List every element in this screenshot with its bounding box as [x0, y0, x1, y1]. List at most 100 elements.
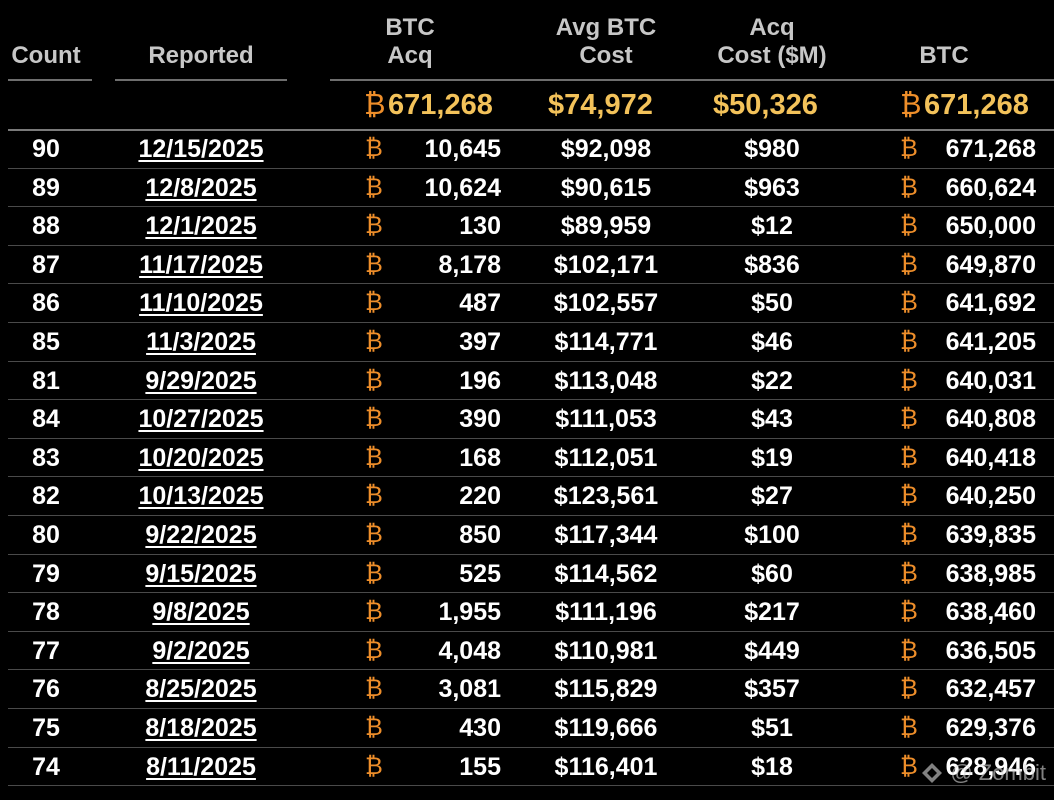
col-header-count[interactable]: Count — [11, 42, 81, 69]
row-avg-cost: $114,771 — [554, 328, 658, 356]
row-count: 75 — [32, 714, 60, 742]
row-avg-cost: $113,048 — [554, 366, 658, 395]
btc-icon: ₿ — [900, 405, 918, 433]
col-header-avg-cost-line1: Avg BTC — [555, 14, 657, 41]
row-acq-cost: $19 — [751, 443, 793, 472]
row-count: 83 — [32, 443, 60, 472]
row-btc-acq: 4,048 — [438, 636, 501, 665]
row-count: 78 — [32, 598, 60, 627]
row-btc-total: 640,418 — [945, 443, 1036, 472]
row-btc-acq: 155 — [459, 752, 501, 781]
btc-icon: ₿ — [365, 135, 383, 162]
row-avg-cost: $102,557 — [553, 289, 659, 318]
col-header-acq-cost[interactable]: Acq Cost ($M) — [702, 14, 842, 70]
row-avg-cost: $110,981 — [554, 636, 658, 665]
row-reported-date-link[interactable]: 9/15/2025 — [145, 559, 257, 588]
row-btc-acq: 1,955 — [438, 598, 501, 627]
row-reported-date-link[interactable]: 9/29/2025 — [145, 366, 257, 395]
row-avg-cost: $115,829 — [554, 675, 658, 704]
row-reported-date-link[interactable]: 10/20/2025 — [138, 443, 264, 472]
btc-icon: ₿ — [900, 521, 918, 548]
col-header-acq-cost-line1: Acq — [749, 14, 795, 41]
row-btc-acq: 430 — [459, 714, 501, 742]
row-btc-total: 641,205 — [945, 328, 1036, 356]
btc-icon: ₿ — [900, 482, 918, 510]
row-acq-cost: $449 — [744, 636, 800, 665]
row-btc-total: 671,268 — [945, 135, 1036, 163]
row-acq-cost: $43 — [751, 405, 793, 434]
row-reported-date-link[interactable]: 9/22/2025 — [145, 521, 257, 549]
row-avg-cost: $117,344 — [554, 521, 658, 549]
row-acq-cost: $963 — [744, 173, 800, 202]
total-btc-acq: 671,268 — [388, 89, 493, 121]
row-reported-date-link[interactable]: 12/1/2025 — [145, 212, 257, 241]
btc-icon: ₿ — [900, 752, 918, 780]
row-reported-date-link[interactable]: 11/10/2025 — [139, 289, 263, 318]
row-acq-cost: $836 — [744, 250, 800, 279]
btc-icon: ₿ — [900, 366, 918, 394]
row-avg-cost: $119,666 — [554, 714, 658, 742]
row-btc-total: 640,808 — [945, 405, 1036, 434]
btc-icon: ₿ — [365, 521, 383, 548]
table-row: 89 12/8/2025 ₿ 10,624 $90,615 $963 ₿ 660,624 — [0, 169, 1054, 208]
row-avg-cost: $112,051 — [554, 443, 658, 472]
row-count: 79 — [32, 559, 60, 588]
row-reported-date-link[interactable]: 8/18/2025 — [145, 714, 257, 742]
zombit-logo-icon — [922, 763, 943, 783]
btc-icon: ₿ — [900, 559, 918, 587]
row-reported-date-link[interactable]: 11/3/2025 — [146, 328, 256, 356]
btc-icon: ₿ — [365, 212, 383, 240]
row-acq-cost: $51 — [751, 714, 793, 742]
row-reported-date-link[interactable]: 10/27/2025 — [138, 405, 264, 434]
row-reported-date-link[interactable]: 11/17/2025 — [139, 250, 263, 279]
row-reported-date-link[interactable]: 8/25/2025 — [145, 675, 257, 704]
row-btc-total: 660,624 — [945, 173, 1036, 202]
col-header-btc[interactable]: BTC — [919, 42, 969, 69]
row-acq-cost: $217 — [744, 598, 800, 627]
row-count: 80 — [32, 521, 60, 549]
row-btc-total: 638,460 — [945, 598, 1036, 627]
row-reported-date-link[interactable]: 12/8/2025 — [145, 173, 257, 202]
row-btc-acq: 390 — [459, 405, 501, 434]
table-row: 81 9/29/2025 ₿ 196 $113,048 $22 ₿ 640,031 — [0, 362, 1054, 401]
watermark-text: @ Zombit — [950, 760, 1046, 785]
table-row: 86 11/10/2025 ₿ 487 $102,557 $50 ₿ 641,692 — [0, 284, 1054, 323]
col-header-btc-acq-line1: BTC — [385, 14, 435, 41]
row-acq-cost: $18 — [751, 752, 793, 781]
btc-icon: ₿ — [365, 598, 383, 626]
row-acq-cost: $50 — [751, 289, 793, 318]
table-header: Count Reported BTC Acq Avg BTC Cost Acq … — [0, 0, 1054, 81]
row-acq-cost: $357 — [744, 675, 800, 704]
col-header-reported[interactable]: Reported — [148, 42, 254, 69]
watermark: @ Zombit — [920, 760, 1046, 786]
row-btc-acq: 487 — [459, 289, 501, 318]
header-divider — [8, 79, 92, 81]
col-header-btc-acq[interactable]: BTC Acq — [360, 14, 460, 70]
row-btc-acq: 850 — [459, 521, 501, 549]
row-btc-acq: 220 — [459, 482, 501, 511]
btc-icon: ₿ — [365, 714, 383, 741]
row-reported-date-link[interactable]: 8/11/2025 — [146, 752, 256, 781]
row-btc-total: 639,835 — [945, 521, 1036, 549]
row-reported-date-link[interactable]: 12/15/2025 — [138, 135, 264, 163]
header-divider — [330, 79, 1054, 81]
btc-icon: ₿ — [900, 675, 918, 703]
btc-icon: ₿ — [900, 212, 918, 240]
row-count: 84 — [32, 405, 60, 434]
col-header-acq-cost-line2: Cost ($M) — [717, 42, 827, 69]
table-row: 79 9/15/2025 ₿ 525 $114,562 $60 ₿ 638,985 — [0, 555, 1054, 594]
row-avg-cost: $111,053 — [555, 405, 657, 434]
row-reported-date-link[interactable]: 9/8/2025 — [152, 598, 250, 627]
row-count: 86 — [32, 289, 60, 318]
row-count: 85 — [32, 328, 60, 356]
table-row: 76 8/25/2025 ₿ 3,081 $115,829 $357 ₿ 632,457 — [0, 670, 1054, 709]
row-btc-acq: 10,624 — [424, 173, 501, 202]
btc-icon: ₿ — [365, 366, 383, 394]
col-header-avg-cost[interactable]: Avg BTC Cost — [540, 14, 672, 70]
row-reported-date-link[interactable]: 9/2/2025 — [152, 636, 250, 665]
row-acq-cost: $46 — [751, 328, 793, 356]
row-count: 87 — [32, 250, 60, 279]
row-reported-date-link[interactable]: 10/13/2025 — [138, 482, 264, 511]
table-row: 87 11/17/2025 ₿ 8,178 $102,171 $836 ₿ 649,870 — [0, 246, 1054, 285]
row-count: 88 — [32, 212, 60, 241]
